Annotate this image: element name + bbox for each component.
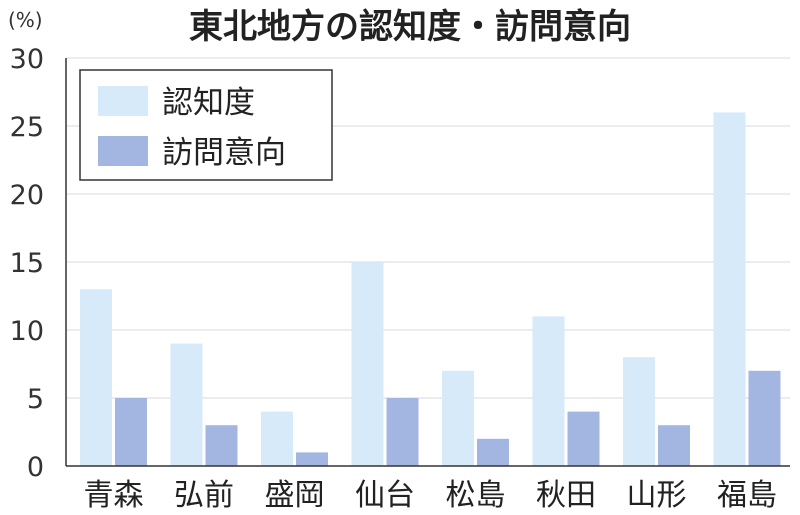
y-axis-ticks: 0 5 10 15 20 25 30: [10, 44, 44, 483]
y-tick-label: 0: [27, 452, 44, 483]
bar-awareness: [351, 262, 384, 466]
x-tick-label: 松島: [446, 478, 506, 513]
bar-awareness: [170, 343, 203, 466]
y-tick-label: 25: [10, 112, 44, 143]
legend-label: 認知度: [162, 85, 255, 121]
legend-swatch: [98, 136, 148, 166]
x-tick-label: 秋田: [536, 478, 596, 513]
bar-visit-intent: [658, 425, 690, 466]
axes: [65, 58, 790, 467]
legend-label: 訪問意向: [162, 135, 286, 171]
x-tick-label: 弘前: [174, 478, 234, 513]
bar-awareness: [442, 370, 474, 466]
legend-swatch: [98, 86, 148, 116]
y-axis-unit: (%): [8, 8, 43, 32]
x-tick-label: 山形: [627, 478, 687, 513]
bar-visit-intent: [296, 452, 328, 466]
bar-visit-intent: [477, 438, 509, 466]
y-tick-label: 15: [10, 248, 44, 279]
bar-awareness: [80, 289, 112, 466]
x-tick-label: 仙台: [355, 478, 415, 513]
bar-awareness: [261, 411, 293, 466]
bar-awareness: [532, 316, 565, 466]
y-tick-label: 5: [27, 384, 44, 415]
x-tick-label: 青森: [84, 478, 144, 513]
y-tick-label: 10: [10, 316, 44, 347]
x-tick-label: 福島: [717, 478, 777, 513]
bars: [80, 112, 781, 467]
bar-visit-intent: [567, 411, 600, 466]
y-tick-label: 20: [10, 180, 44, 211]
chart-title: 東北地方の認知度・訪問意向: [189, 7, 631, 47]
bar-awareness: [623, 357, 655, 466]
bar-visit-intent: [748, 370, 781, 466]
x-axis-ticks: 青森 弘前 盛岡 仙台 松島 秋田 山形 福島: [84, 478, 778, 513]
y-tick-label: 30: [10, 44, 44, 75]
x-tick-label: 盛岡: [265, 478, 325, 513]
bar-awareness: [713, 112, 746, 467]
bar-visit-intent: [115, 398, 147, 466]
bar-visit-intent: [386, 398, 419, 466]
bar-visit-intent: [205, 425, 238, 466]
